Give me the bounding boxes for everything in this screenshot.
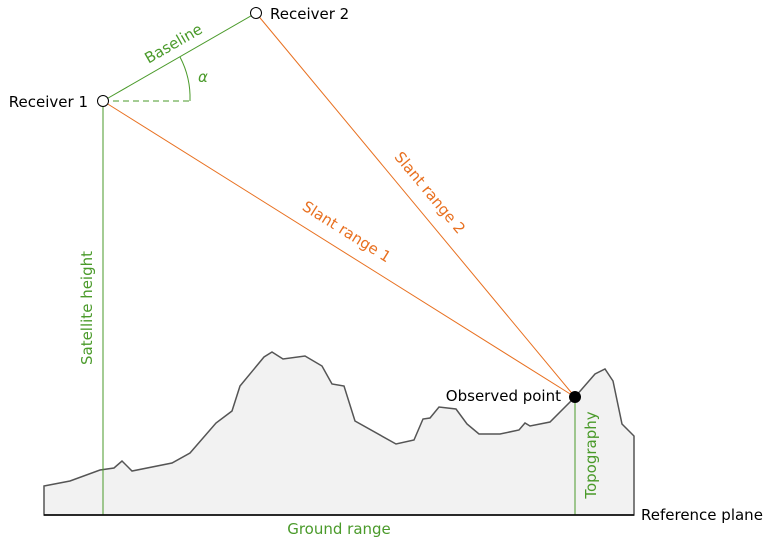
slant-range-2-label: Slant range 2 [391, 148, 469, 237]
observed-point-label: Observed point [446, 387, 561, 405]
receiver-1-label: Receiver 1 [9, 93, 88, 111]
slant-range-2-line [255, 12, 576, 398]
receiver-2-label: Receiver 2 [270, 5, 349, 23]
slant-range-1-line [102, 100, 576, 398]
satellite-height-label: Satellite height [78, 251, 96, 365]
slant-range-1-label: Slant range 1 [299, 197, 394, 266]
topography-label: Topography [582, 411, 600, 499]
receiver-2-marker [250, 7, 262, 19]
ground-range-label: Ground range [287, 520, 391, 538]
alpha-label: α [198, 68, 208, 86]
reference-plane-label: Reference plane [641, 506, 763, 524]
observed-point-marker [569, 391, 581, 403]
terrain-area [43, 351, 635, 516]
receiver-1-marker [97, 95, 109, 107]
alpha-angle-arc [179, 56, 191, 102]
baseline-line [102, 12, 257, 102]
